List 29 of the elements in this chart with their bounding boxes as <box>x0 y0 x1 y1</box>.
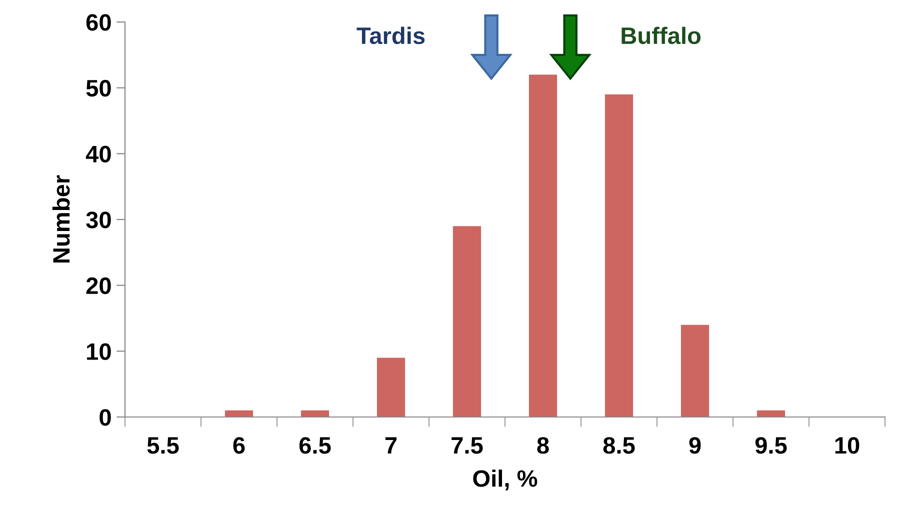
y-tick-label: 10 <box>87 343 111 360</box>
bar <box>452 226 482 417</box>
y-tick-label: 40 <box>86 146 111 162</box>
x-tick-label: 7.5 <box>452 437 483 454</box>
y-tick-label: 0 <box>100 409 111 426</box>
x-tick-label: 5.5 <box>147 437 179 454</box>
annotation: Tardis <box>356 26 425 44</box>
x-tick-label: 9.5 <box>755 437 787 454</box>
y-tick-label: 50 <box>86 80 111 97</box>
bar <box>528 74 558 417</box>
y-tick-label: 20 <box>86 277 111 294</box>
bar <box>680 324 710 417</box>
x-tick-label: 10 <box>835 437 860 454</box>
bar <box>224 410 254 417</box>
x-tick-label: 8 <box>537 437 549 454</box>
bar <box>756 410 786 417</box>
bar <box>604 94 634 417</box>
y-tick-label: 30 <box>86 212 111 228</box>
x-tick-label: 6 <box>233 437 245 454</box>
annotation: Buffalo <box>622 26 701 44</box>
x-tick-label: 8.5 <box>603 437 635 454</box>
x-tick-label: 6.5 <box>299 437 331 454</box>
x-tick-label: 9 <box>689 437 701 454</box>
x-axis-title: Oil, % <box>473 470 538 490</box>
x-tick-label: 7 <box>385 437 397 454</box>
y-tick-label: 60 <box>86 14 111 31</box>
y-axis-title: Number <box>52 175 70 263</box>
bar <box>376 358 406 417</box>
bar <box>300 410 330 417</box>
